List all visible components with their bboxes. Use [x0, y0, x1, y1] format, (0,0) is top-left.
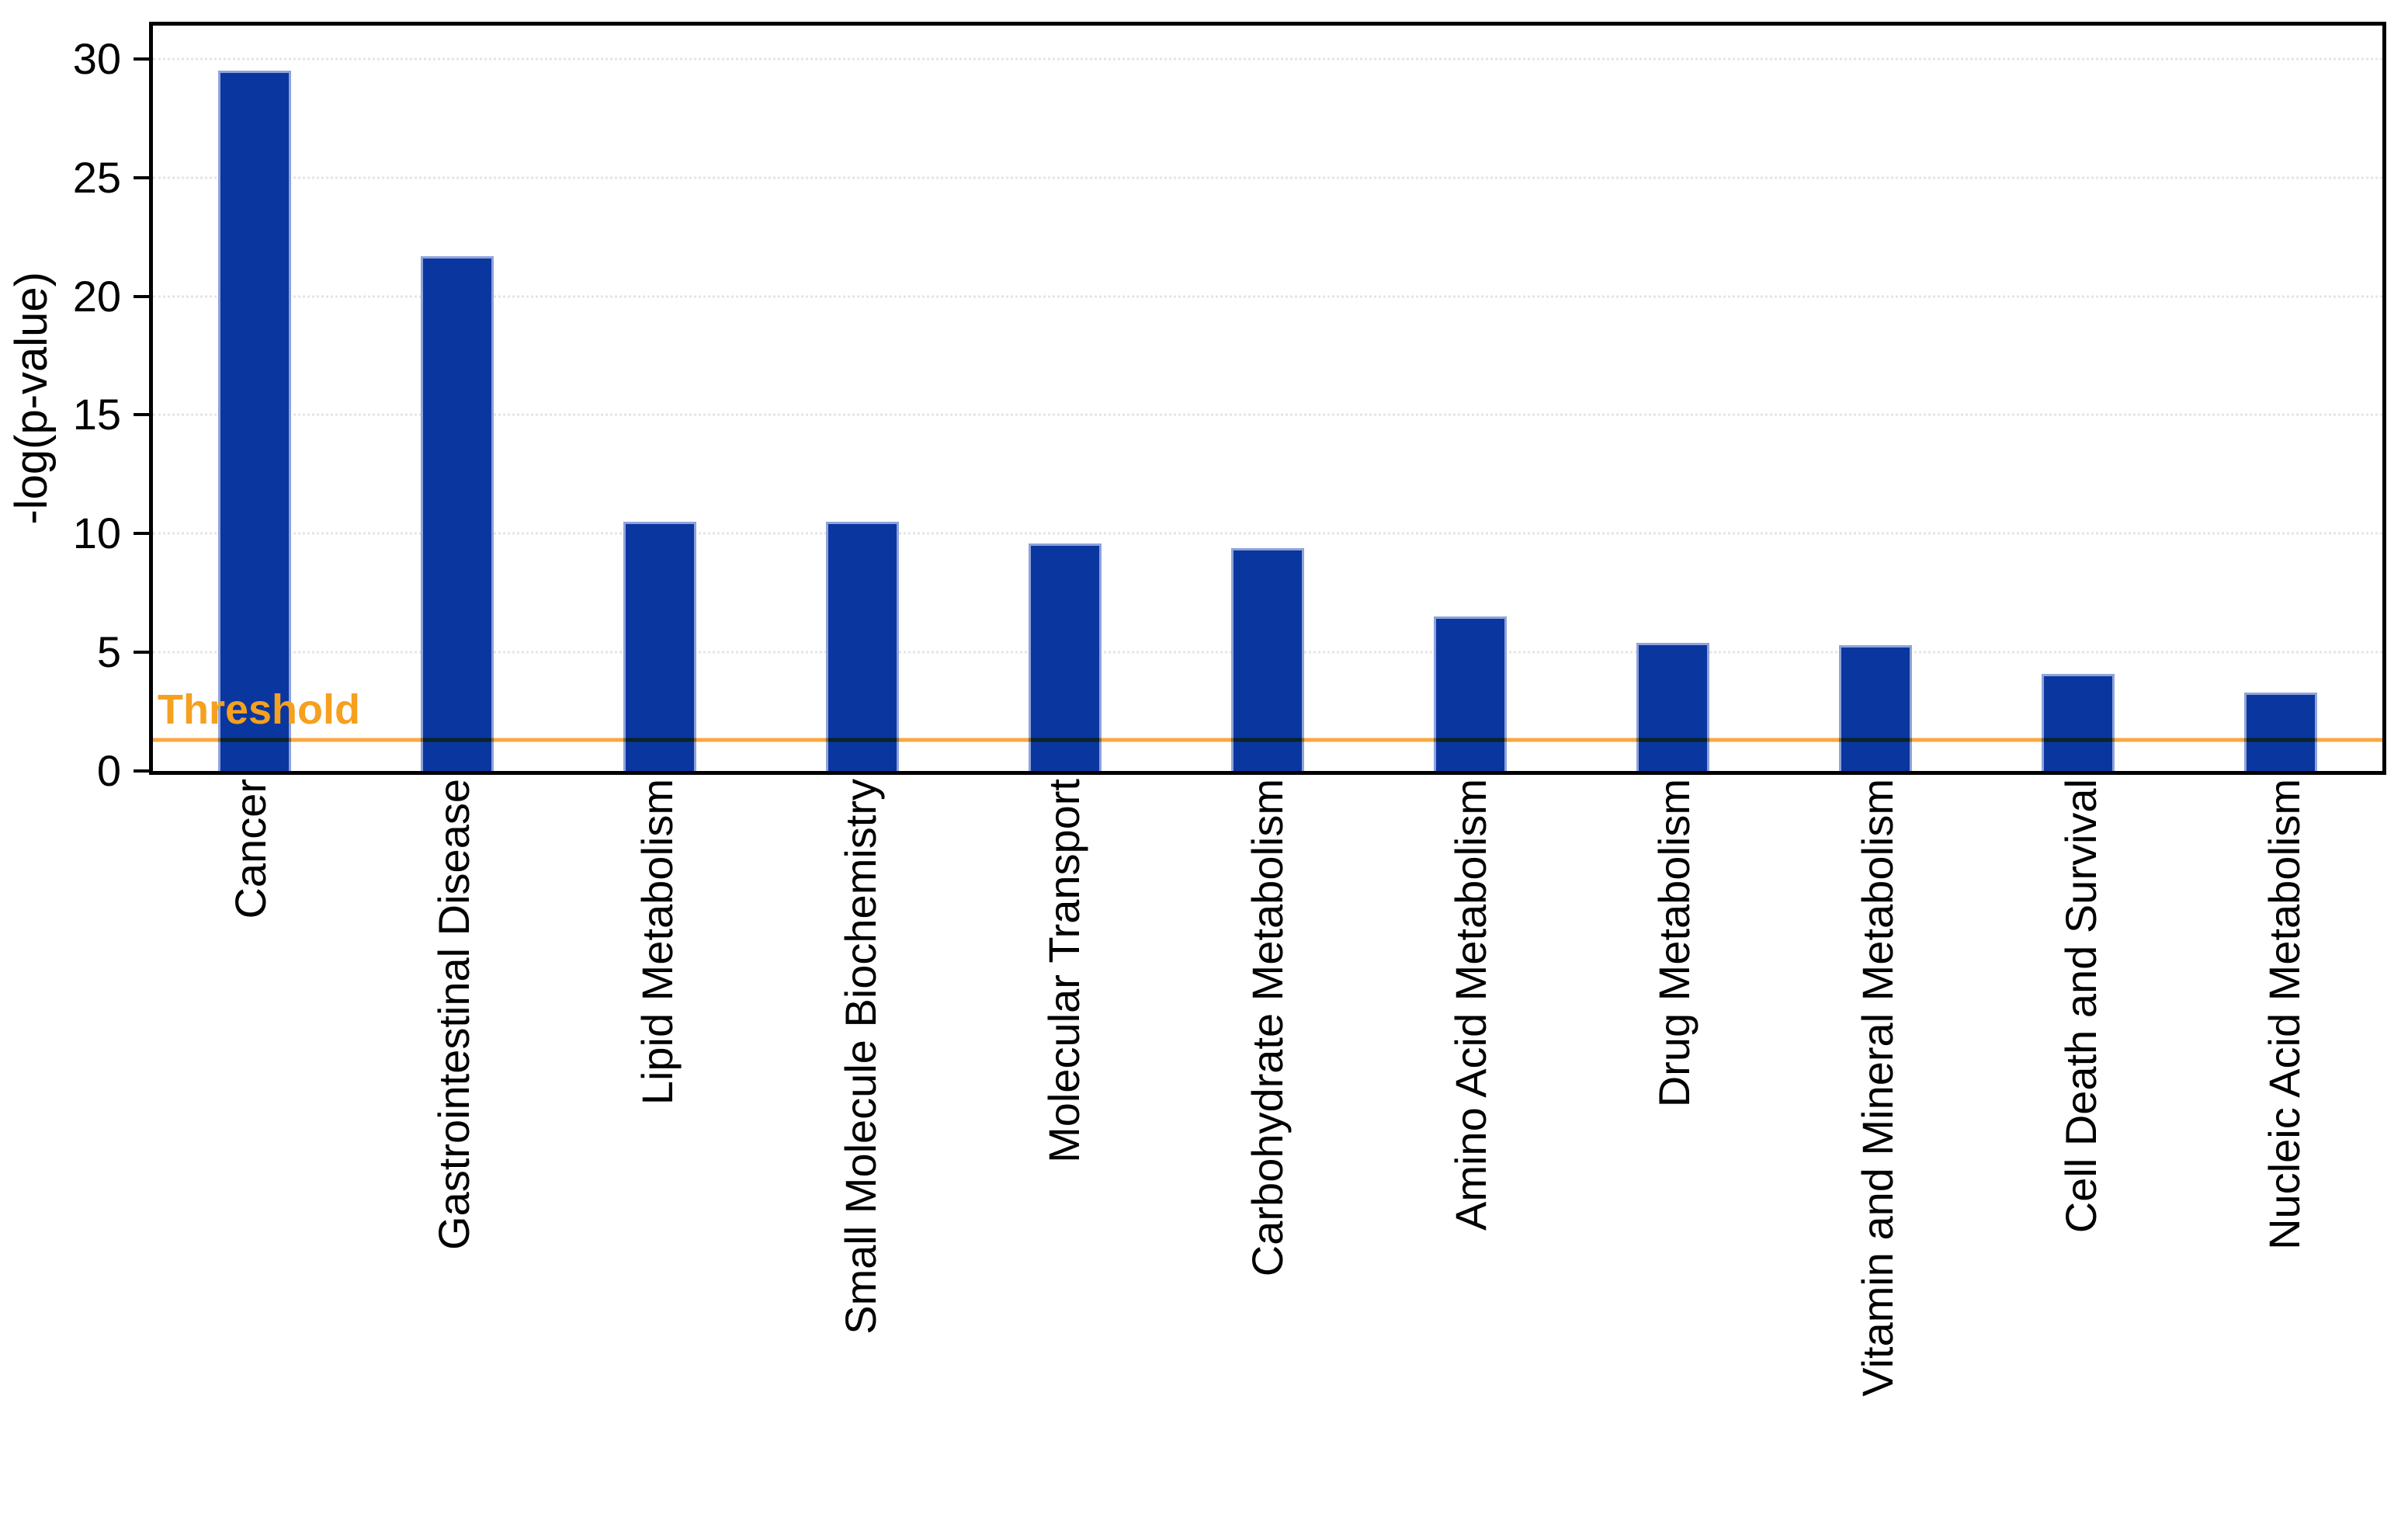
y-tick-label-20: 20: [72, 271, 121, 321]
threshold-label: Threshold: [158, 686, 361, 734]
x-label-vitamin-and-mineral-metabolism: Vitamin and Mineral Metabolism: [1853, 779, 1902, 1397]
y-axis-ticks: 0 5 10 15 20 25 30: [0, 26, 149, 793]
x-label-slot-vitamin-and-mineral-metabolism: Vitamin and Mineral Metabolism: [1776, 779, 1979, 1501]
y-tick-mark-25: [134, 175, 149, 179]
x-label-slot-small-molecule-biochemistry: Small Molecule Biochemistry: [759, 779, 963, 1501]
y-tick-mark-30: [134, 57, 149, 61]
y-tick-label-15: 15: [72, 390, 121, 439]
x-label-slot-molecular-transport: Molecular Transport: [963, 779, 1166, 1501]
bar-molecular-transport: [1028, 543, 1102, 771]
x-axis-labels: Cancer Gastrointestinal Disease Lipid Meta…: [149, 779, 2386, 1501]
y-tick-mark-10: [134, 532, 149, 536]
plot-area: Threshold: [149, 22, 2386, 775]
y-tick-label-25: 25: [72, 152, 121, 202]
bar-slot-nucleic-acid-metabolism: [2180, 26, 2382, 771]
bar-slot-amino-acid-metabolism: [1369, 26, 1572, 771]
bar-gastrointestinal-disease: [420, 255, 494, 771]
x-label-cell-death-and-survival: Cell Death and Survival: [2056, 779, 2105, 1234]
bar-slot-molecular-transport: [963, 26, 1166, 771]
bars: [153, 26, 2382, 771]
y-tick-label-5: 5: [96, 627, 121, 677]
bar-slot-small-molecule-biochemistry: [761, 26, 963, 771]
x-label-slot-drug-metabolism: Drug Metabolism: [1573, 779, 1776, 1501]
y-tick-mark-5: [134, 651, 149, 655]
bar-cancer: [217, 71, 291, 771]
x-label-slot-cell-death-and-survival: Cell Death and Survival: [1979, 779, 2183, 1501]
x-label-slot-amino-acid-metabolism: Amino Acid Metabolism: [1369, 779, 1573, 1501]
x-label-slot-cancer: Cancer: [149, 779, 352, 1501]
y-tick-label-30: 30: [72, 33, 121, 83]
x-label-lipid-metabolism: Lipid Metabolism: [633, 779, 682, 1106]
y-tick-mark-20: [134, 294, 149, 298]
y-tick-label-0: 0: [96, 746, 121, 795]
x-label-drug-metabolism: Drug Metabolism: [1650, 779, 1698, 1108]
bar-slot-gastrointestinal-disease: [356, 26, 558, 771]
bar-slot-vitamin-and-mineral-metabolism: [1775, 26, 1977, 771]
bar-nucleic-acid-metabolism: [2244, 693, 2318, 771]
x-label-slot-carbohydrate-metabolism: Carbohydrate Metabolism: [1166, 779, 1369, 1501]
x-label-slot-nucleic-acid-metabolism: Nucleic Acid Metabolism: [2183, 779, 2386, 1501]
x-label-slot-lipid-metabolism: Lipid Metabolism: [556, 779, 759, 1501]
bar-slot-lipid-metabolism: [558, 26, 761, 771]
bar-amino-acid-metabolism: [1434, 616, 1508, 771]
x-label-cancer: Cancer: [226, 779, 275, 919]
x-label-amino-acid-metabolism: Amino Acid Metabolism: [1446, 779, 1495, 1231]
bar-slot-carbohydrate-metabolism: [1166, 26, 1369, 771]
bar-lipid-metabolism: [623, 521, 696, 771]
x-label-gastrointestinal-disease: Gastrointestinal Disease: [429, 779, 478, 1250]
x-label-molecular-transport: Molecular Transport: [1039, 779, 1088, 1163]
bar-vitamin-and-mineral-metabolism: [1839, 644, 1913, 771]
x-label-slot-gastrointestinal-disease: Gastrointestinal Disease: [352, 779, 556, 1501]
bar-cell-death-and-survival: [2042, 673, 2115, 771]
gridline-10: [153, 532, 2382, 535]
x-label-small-molecule-biochemistry: Small Molecule Biochemistry: [836, 779, 885, 1335]
bar-small-molecule-biochemistry: [825, 521, 899, 771]
x-label-nucleic-acid-metabolism: Nucleic Acid Metabolism: [2260, 779, 2309, 1250]
y-tick-label-10: 10: [72, 509, 121, 558]
gridline-20: [153, 295, 2382, 298]
y-tick-mark-0: [134, 769, 149, 773]
bar-slot-drug-metabolism: [1572, 26, 1775, 771]
bar-slot-cancer: [153, 26, 356, 771]
bar-slot-cell-death-and-survival: [1977, 26, 2180, 771]
x-label-carbohydrate-metabolism: Carbohydrate Metabolism: [1243, 779, 1292, 1277]
bar-drug-metabolism: [1636, 642, 1710, 771]
gridline-30: [153, 57, 2382, 61]
bar-carbohydrate-metabolism: [1231, 547, 1304, 771]
y-tick-mark-15: [134, 413, 149, 417]
gridline-25: [153, 176, 2382, 179]
gridline-15: [153, 413, 2382, 416]
threshold-line: [153, 738, 2382, 742]
